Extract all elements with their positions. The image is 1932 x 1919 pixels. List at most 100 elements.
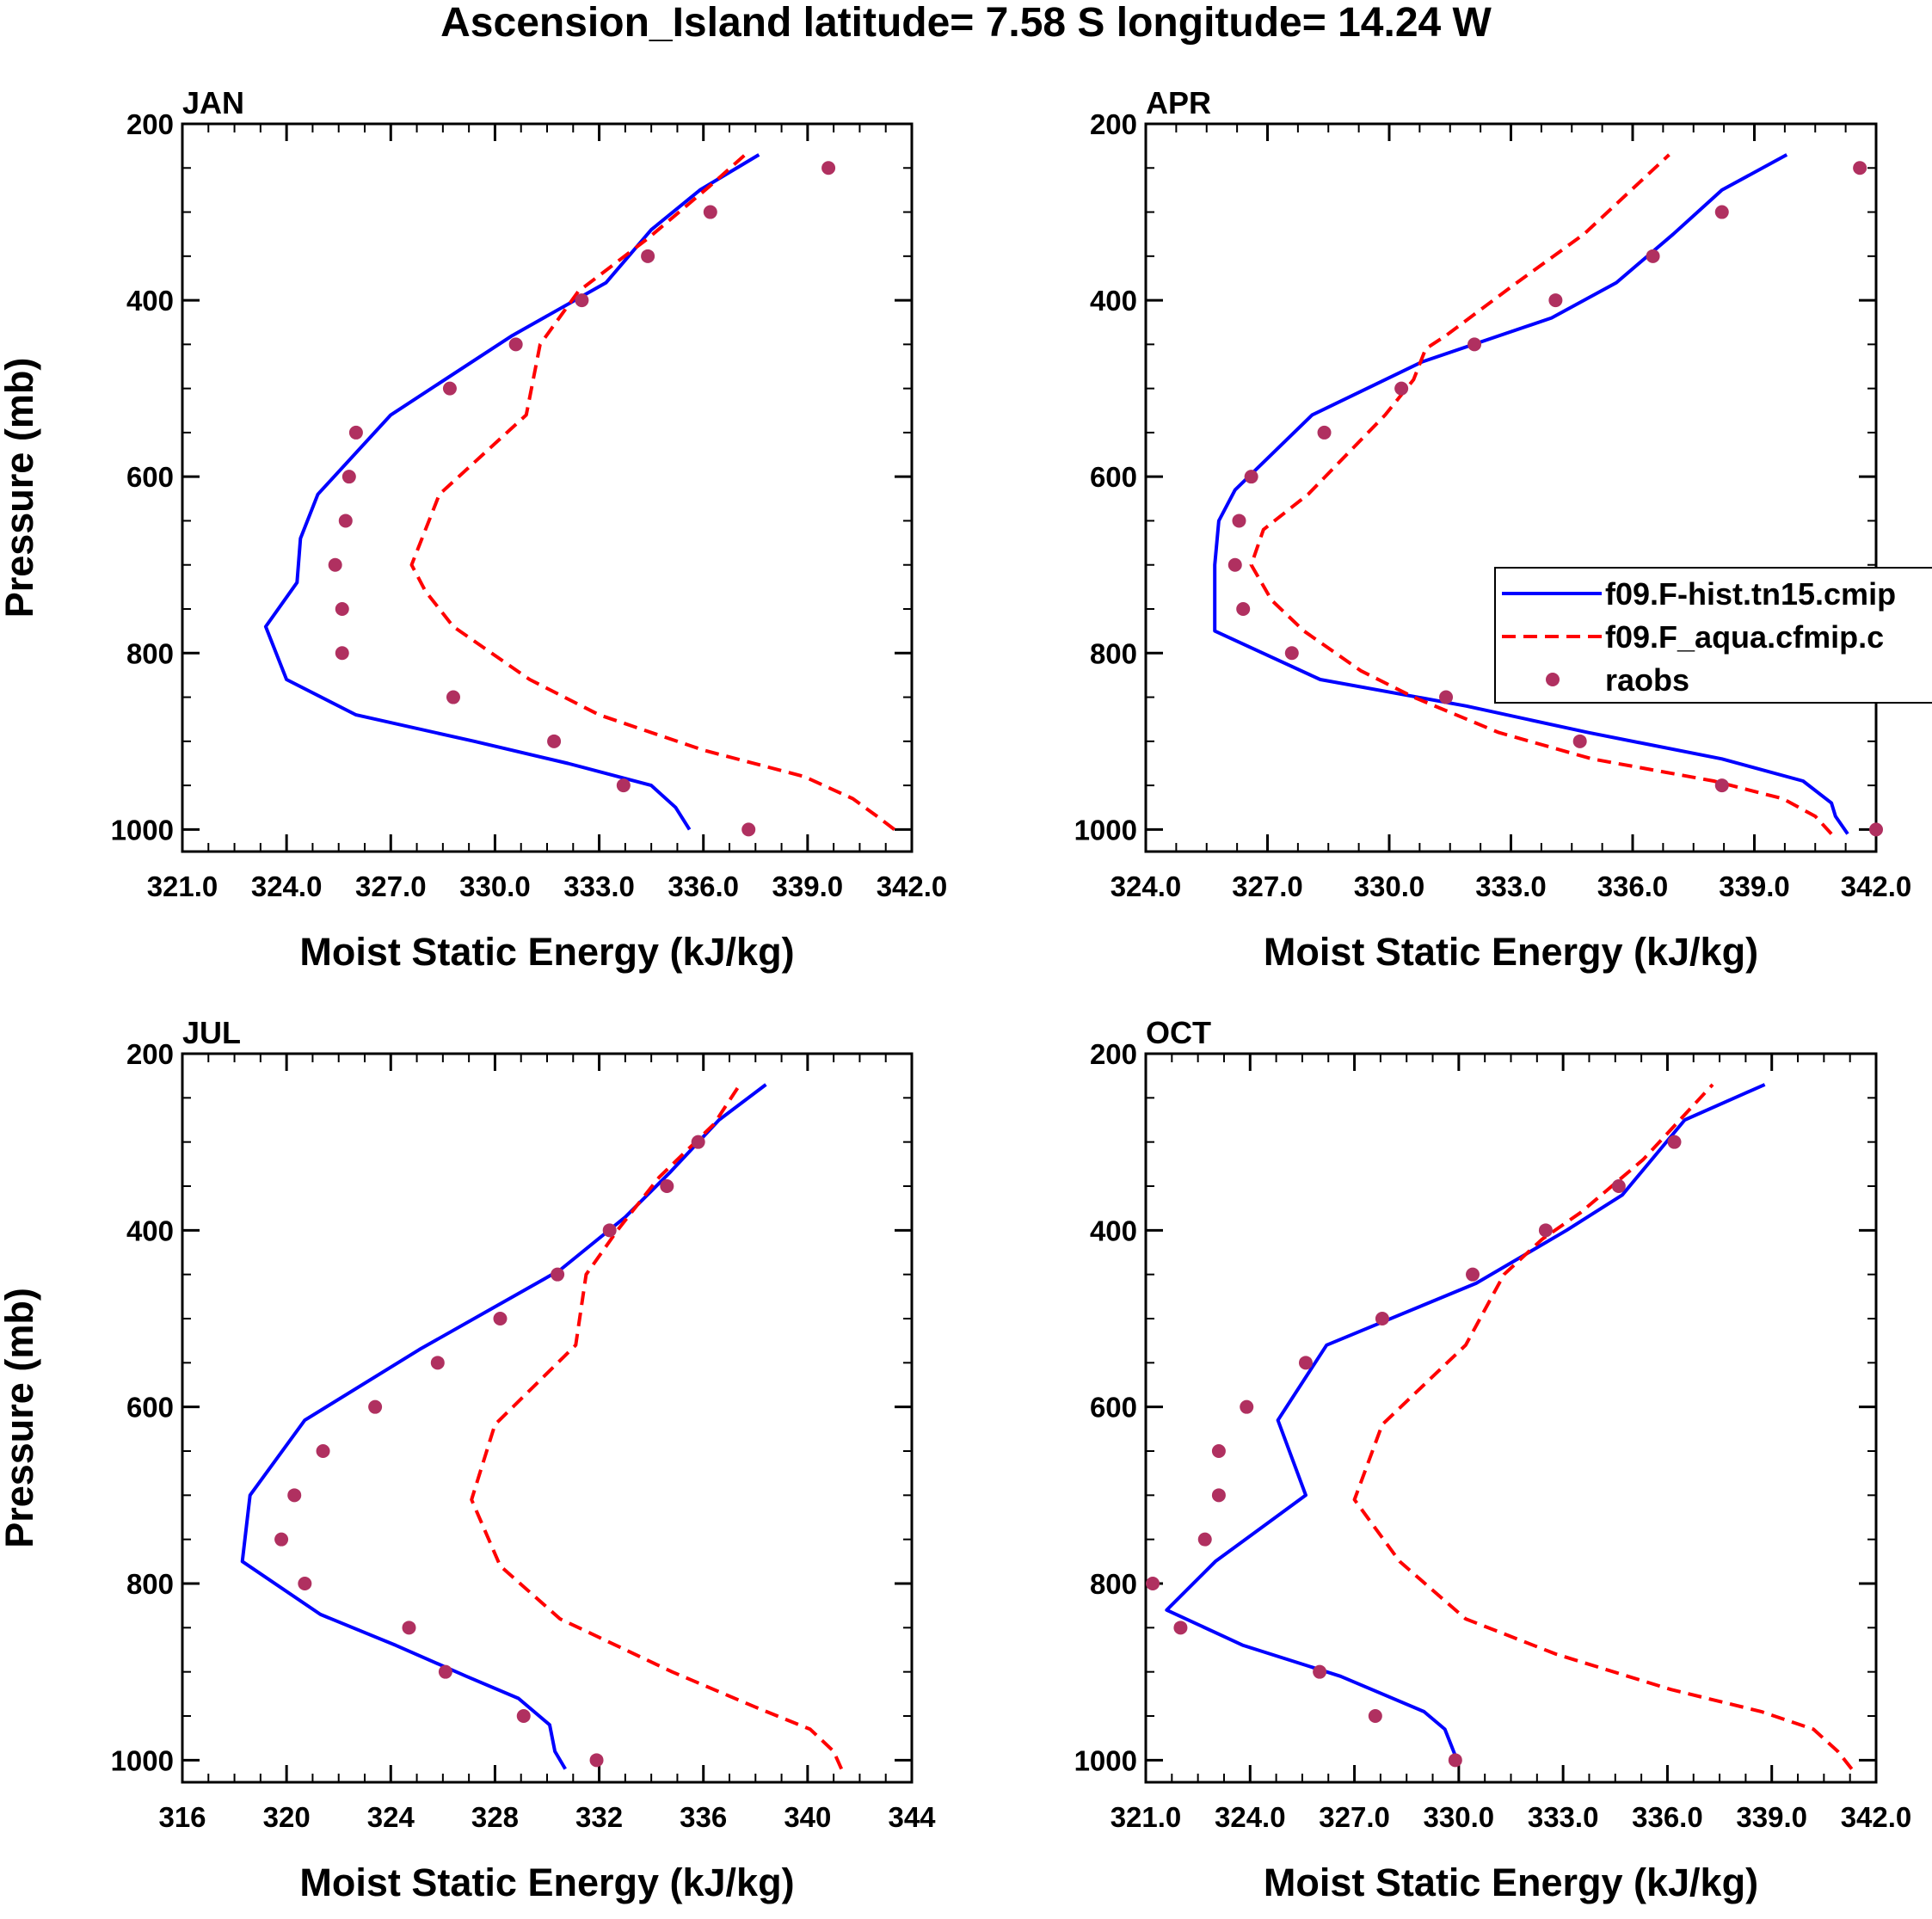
x-tick-label: 344 <box>888 1801 936 1833</box>
raobs-point <box>1439 690 1454 704</box>
panel-jan: JAN 321.0 324.0 327.0 330.0 333.0 336.0 339.0 34… <box>0 85 947 974</box>
raobs-point <box>516 1709 531 1723</box>
y-tick-label: 1000 <box>1074 814 1137 846</box>
raobs-point <box>1869 822 1883 837</box>
x-tick-label: 330.0 <box>459 870 531 902</box>
raobs-point <box>1548 293 1563 308</box>
raobs-point <box>616 778 631 793</box>
raobs-point <box>1667 1135 1682 1149</box>
x-tick-label: 327.0 <box>355 870 427 902</box>
y-tick-label: 800 <box>1090 1568 1137 1600</box>
y-tick-label: 600 <box>126 1392 174 1424</box>
y-tick-label: 1000 <box>1074 1744 1137 1776</box>
x-axis-label: Moist Static Energy (kJ/kg) <box>1264 1861 1758 1904</box>
y-tick-label: 800 <box>1090 637 1137 669</box>
raobs-point <box>1467 337 1482 352</box>
raobs-point <box>1240 1399 1254 1414</box>
x-tick-label: 328 <box>471 1801 519 1833</box>
y-tick-label: 400 <box>1090 1215 1137 1246</box>
y-tick-label: 200 <box>126 1038 174 1070</box>
panel-jul: JUL 316 320 324 328 332 336 340 344 200 400 600 800 1… <box>0 1015 936 1904</box>
x-tick-label: 340 <box>784 1801 831 1833</box>
y-tick-label: 400 <box>1090 285 1137 317</box>
raobs-point <box>402 1621 416 1635</box>
raobs-point <box>287 1488 302 1503</box>
raobs-point <box>1313 1664 1327 1679</box>
panel-title: APR <box>1146 85 1211 120</box>
aqua-series-line <box>1352 1083 1854 1770</box>
raobs-point <box>1211 1444 1226 1458</box>
x-tick-label: 339.0 <box>1719 870 1790 902</box>
raobs-point <box>338 514 353 528</box>
raobs-point <box>1232 514 1246 528</box>
raobs-point <box>1211 1488 1226 1503</box>
y-tick-label: 600 <box>126 461 174 493</box>
x-tick-label: 336 <box>680 1801 727 1833</box>
raobs-point <box>1714 205 1729 219</box>
raobs-point <box>1368 1709 1382 1723</box>
y-tick-label: 400 <box>126 1215 174 1246</box>
raobs-point <box>1173 1621 1188 1635</box>
legend: f09.F-hist.tn15.cmip f09.F_aqua.cfmip.cra… <box>1494 567 1932 704</box>
raobs-point <box>1236 602 1251 616</box>
raobs-point <box>1611 1179 1626 1193</box>
raobs-point <box>691 1135 705 1149</box>
raobs-point <box>547 734 562 748</box>
y-axis-label: Pressure (mb) <box>0 358 41 618</box>
y-tick-label: 200 <box>1090 108 1137 140</box>
panel-title: JUL <box>182 1015 241 1050</box>
raobs-point <box>508 337 523 352</box>
panel-apr: APR 324.0 327.0 330.0 333.0 336.0 339.0 342.0 20… <box>1074 85 1932 974</box>
hist-series-line <box>263 153 760 831</box>
raobs-point <box>328 557 342 572</box>
x-tick-label: 321.0 <box>147 870 218 902</box>
main-title: Ascension_Island latitude= 7.58 S longit… <box>440 0 1492 46</box>
aqua-series-line <box>409 153 896 831</box>
legend-label: f09.F_aqua.cfmip.c <box>1605 619 1884 655</box>
aqua-series-line <box>1249 153 1833 835</box>
raobs-point <box>430 1356 445 1370</box>
y-tick-label: 200 <box>126 108 174 140</box>
raobs-point <box>298 1577 312 1590</box>
raobs-point <box>335 646 349 661</box>
x-tick-label: 332 <box>575 1801 623 1833</box>
x-tick-label: 342.0 <box>1841 1801 1912 1833</box>
raobs-point <box>703 205 717 219</box>
raobs-point <box>438 1664 452 1679</box>
raobs-point <box>1227 557 1242 572</box>
x-tick-label: 339.0 <box>1736 1801 1807 1833</box>
x-tick-label: 342.0 <box>1841 870 1912 902</box>
raobs-point <box>641 249 655 263</box>
x-tick-label: 330.0 <box>1424 1801 1495 1833</box>
raobs-point <box>1538 1223 1553 1238</box>
x-tick-label: 321.0 <box>1111 1801 1182 1833</box>
raobs-point <box>1284 646 1299 661</box>
raobs-point <box>1646 249 1660 263</box>
plot-frame <box>1144 122 1878 853</box>
y-tick-label: 1000 <box>111 1744 174 1776</box>
legend-marker <box>1546 673 1560 686</box>
y-tick-label: 1000 <box>111 814 174 846</box>
raobs-point <box>1197 1532 1212 1547</box>
raobs-point <box>741 822 756 837</box>
y-tick-label: 400 <box>126 285 174 317</box>
y-tick-label: 600 <box>1090 461 1137 493</box>
raobs-point <box>575 293 589 308</box>
y-tick-label: 800 <box>126 1568 174 1600</box>
x-tick-label: 333.0 <box>563 870 635 902</box>
panels: JAN 321.0 324.0 327.0 330.0 333.0 336.0 339.0 34… <box>0 85 1932 1904</box>
plot-frame <box>1144 1052 1878 1784</box>
panel-title: JAN <box>182 85 244 120</box>
x-tick-label: 336.0 <box>1632 1801 1703 1833</box>
hist-series-line <box>1213 153 1849 835</box>
raobs-point <box>316 1444 330 1458</box>
y-tick-label: 800 <box>126 637 174 669</box>
raobs-point <box>493 1312 508 1325</box>
x-tick-label: 320 <box>263 1801 311 1833</box>
plot-frame <box>181 1052 914 1784</box>
x-tick-label: 327.0 <box>1232 870 1303 902</box>
x-tick-label: 333.0 <box>1475 870 1547 902</box>
legend-label: raobs <box>1605 662 1689 698</box>
x-tick-label: 336.0 <box>668 870 739 902</box>
